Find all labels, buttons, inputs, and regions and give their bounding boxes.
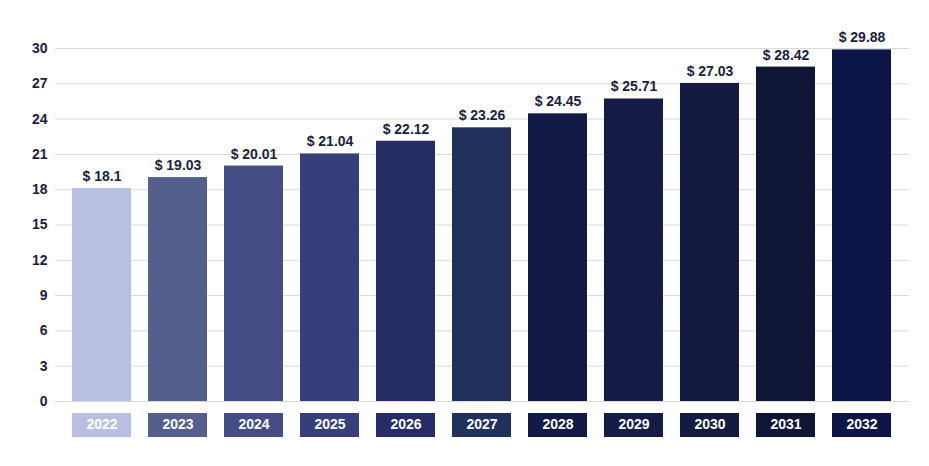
svg-text:9: 9: [40, 287, 48, 303]
svg-text:2032: 2032: [846, 416, 877, 432]
svg-text:6: 6: [40, 322, 48, 338]
svg-text:2025: 2025: [314, 416, 345, 432]
svg-text:3: 3: [40, 358, 48, 374]
svg-text:$ 27.03: $ 27.03: [687, 63, 734, 79]
svg-text:2027: 2027: [466, 416, 497, 432]
svg-text:2029: 2029: [618, 416, 649, 432]
svg-text:$ 21.04: $ 21.04: [307, 133, 354, 149]
svg-text:$ 29.88: $ 29.88: [839, 29, 886, 45]
svg-text:2030: 2030: [694, 416, 725, 432]
svg-text:18: 18: [32, 181, 48, 197]
svg-text:2024: 2024: [238, 416, 269, 432]
svg-text:$ 18.1: $ 18.1: [83, 168, 122, 184]
svg-text:24: 24: [32, 111, 48, 127]
svg-text:2031: 2031: [770, 416, 801, 432]
svg-text:2023: 2023: [162, 416, 193, 432]
svg-text:12: 12: [32, 252, 48, 268]
svg-text:$ 23.26: $ 23.26: [459, 107, 506, 123]
svg-text:2026: 2026: [390, 416, 421, 432]
svg-text:$ 24.45: $ 24.45: [535, 93, 582, 109]
svg-text:$ 19.03: $ 19.03: [155, 157, 202, 173]
svg-text:$ 25.71: $ 25.71: [611, 78, 658, 94]
svg-text:0: 0: [40, 393, 48, 409]
svg-text:2022: 2022: [86, 416, 117, 432]
svg-text:15: 15: [32, 216, 48, 232]
svg-text:2028: 2028: [542, 416, 573, 432]
svg-text:30: 30: [32, 40, 48, 56]
svg-text:21: 21: [32, 146, 48, 162]
svg-text:$ 20.01: $ 20.01: [231, 146, 278, 162]
svg-text:$ 22.12: $ 22.12: [383, 121, 430, 137]
svg-text:$ 28.42: $ 28.42: [763, 47, 810, 63]
svg-text:27: 27: [32, 75, 48, 91]
